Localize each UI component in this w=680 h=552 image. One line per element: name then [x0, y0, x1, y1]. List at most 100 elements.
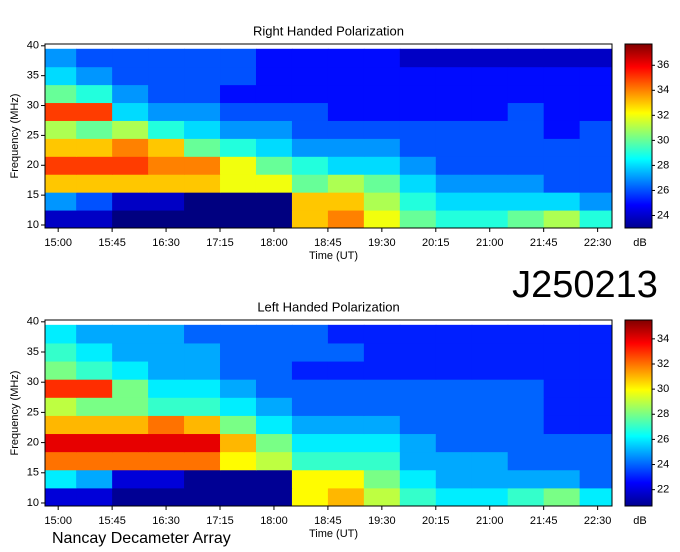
- cell: [112, 138, 149, 157]
- cell: [148, 156, 185, 175]
- cell: [363, 138, 401, 157]
- cell: [543, 138, 581, 157]
- cell: [579, 138, 612, 157]
- cell: [255, 469, 293, 489]
- cell: [363, 192, 401, 211]
- y-tick-label: 10: [27, 497, 39, 509]
- cell: [507, 379, 545, 398]
- cell: [184, 138, 221, 157]
- cell: [220, 120, 257, 139]
- cell: [399, 210, 437, 228]
- cell: [327, 156, 365, 175]
- x-tick-label: 16:30: [152, 237, 180, 249]
- cell: [112, 156, 149, 175]
- cell: [399, 361, 437, 380]
- x-tick-label: 22:30: [584, 515, 612, 527]
- cell: [471, 192, 509, 211]
- cell: [507, 102, 545, 121]
- x-tick-label: 21:45: [530, 515, 558, 527]
- cell: [363, 469, 401, 489]
- x-tick-label: 19:30: [368, 515, 396, 527]
- cell: [291, 342, 329, 362]
- cell: [471, 379, 509, 398]
- cell: [255, 102, 293, 121]
- x-tick-label: 21:00: [476, 515, 504, 527]
- cell: [507, 433, 545, 453]
- cell: [399, 487, 437, 506]
- y-tick-label: 15: [27, 189, 39, 201]
- colorbar-tick-label: 26: [657, 433, 669, 445]
- cell: [543, 469, 581, 489]
- cell: [291, 361, 329, 380]
- cell: [507, 174, 545, 193]
- cell: [45, 361, 77, 380]
- cell: [45, 451, 77, 471]
- cell: [399, 451, 437, 471]
- cell: [399, 433, 437, 453]
- cell: [327, 379, 365, 398]
- cell: [291, 156, 329, 175]
- cell: [435, 379, 473, 398]
- cell: [220, 433, 257, 453]
- cell: [435, 487, 473, 506]
- cell: [363, 361, 401, 380]
- cell: [543, 451, 581, 471]
- cell: [112, 84, 149, 104]
- cell: [112, 415, 149, 435]
- cell: [148, 469, 185, 489]
- cell: [471, 156, 509, 175]
- cell: [45, 342, 77, 362]
- y-tick-label: 35: [27, 346, 39, 358]
- cell: [220, 451, 257, 471]
- cell: [435, 469, 473, 489]
- cell: [363, 84, 401, 104]
- cell: [112, 342, 149, 362]
- cell: [579, 397, 612, 416]
- cell: [220, 379, 257, 398]
- cell: [291, 210, 329, 228]
- cell: [435, 174, 473, 193]
- cell: [76, 192, 113, 211]
- cell: [543, 342, 581, 362]
- chart-title: Right Handed Polarization: [253, 23, 404, 38]
- x-tick-label: 21:45: [530, 237, 558, 249]
- cell: [220, 174, 257, 193]
- cell: [543, 174, 581, 193]
- cell: [543, 210, 581, 228]
- cell: [148, 397, 185, 416]
- cell: [435, 66, 473, 86]
- cell: [148, 192, 185, 211]
- cell: [543, 66, 581, 86]
- plot-frame: [44, 43, 613, 229]
- cell: [291, 174, 329, 193]
- cell: [507, 48, 545, 68]
- cell: [471, 415, 509, 435]
- cell: [363, 120, 401, 139]
- cell: [543, 324, 581, 344]
- cell: [112, 469, 149, 489]
- cell: [255, 174, 293, 193]
- colorbar-tick-label: 28: [657, 159, 669, 171]
- cell: [112, 210, 149, 228]
- cell: [184, 397, 221, 416]
- cell: [112, 66, 149, 86]
- cell: [399, 192, 437, 211]
- cell: [184, 156, 221, 175]
- cell: [255, 397, 293, 416]
- cell: [184, 102, 221, 121]
- cell: [255, 324, 293, 344]
- cell: [45, 84, 77, 104]
- cell: [363, 174, 401, 193]
- cell: [184, 174, 221, 193]
- cell: [543, 415, 581, 435]
- cell: [112, 324, 149, 344]
- cell: [291, 397, 329, 416]
- cell: [507, 138, 545, 157]
- cell: [220, 210, 257, 228]
- cell: [184, 66, 221, 86]
- cell: [184, 379, 221, 398]
- cell: [76, 415, 113, 435]
- cell: [435, 120, 473, 139]
- cell: [579, 487, 612, 506]
- y-tick-label: 20: [27, 159, 39, 171]
